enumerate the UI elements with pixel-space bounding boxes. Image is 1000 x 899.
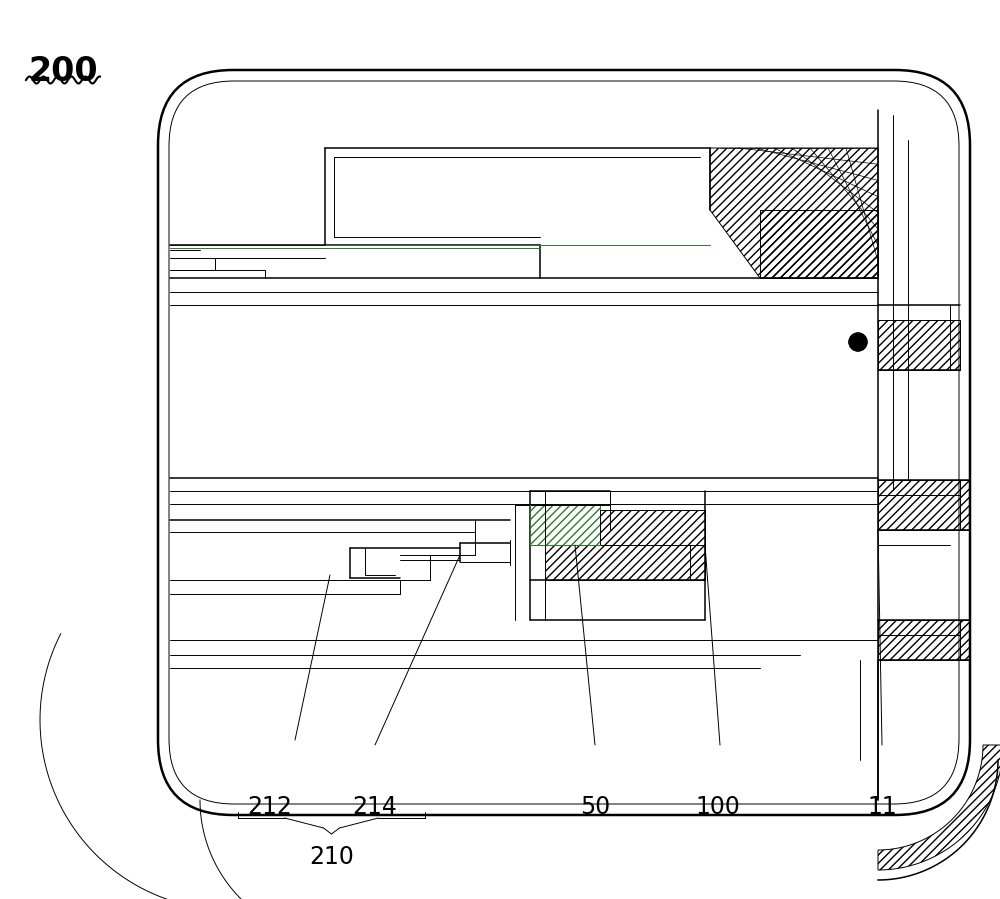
Bar <box>600 510 705 545</box>
Bar <box>878 480 970 530</box>
FancyBboxPatch shape <box>158 70 970 815</box>
Text: 50: 50 <box>580 795 610 819</box>
Text: 11: 11 <box>867 795 897 819</box>
Text: 214: 214 <box>353 795 397 819</box>
Circle shape <box>849 333 867 351</box>
Text: 100: 100 <box>696 795 740 819</box>
Text: 210: 210 <box>309 845 354 869</box>
Bar <box>530 505 600 545</box>
Text: 200: 200 <box>28 55 98 88</box>
Bar <box>878 320 960 370</box>
Bar <box>878 620 970 660</box>
Text: 212: 212 <box>248 795 292 819</box>
Bar <box>545 545 705 580</box>
